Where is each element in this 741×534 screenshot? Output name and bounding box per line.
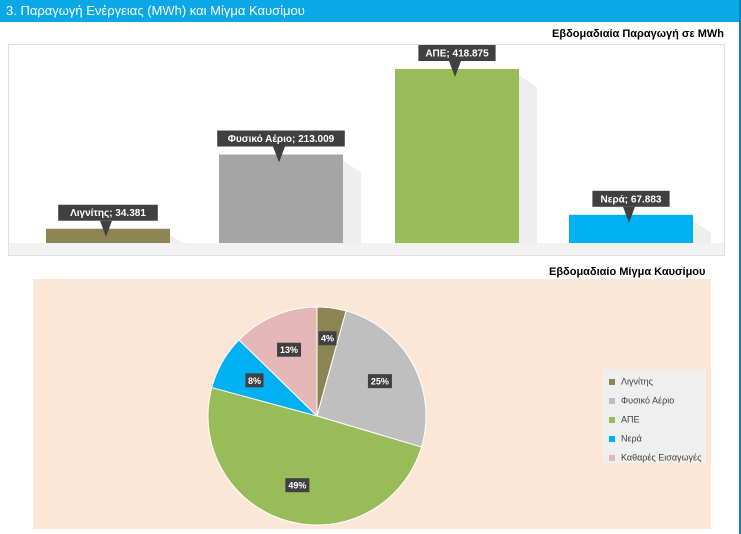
- bar-data-label: Φυσικό Αέριο; 213.009: [228, 134, 335, 145]
- bar-label-pointer: [623, 206, 635, 223]
- bar-data-label: Νερά; 67.883: [601, 194, 662, 205]
- bar-label-box: [418, 45, 496, 61]
- bar: [46, 228, 170, 243]
- legend-item: Λιγνίτης: [609, 376, 653, 390]
- pie-chart-title: Εβδομαδιαίο Μίγμα Καυσίμου: [549, 266, 706, 278]
- pie-label-box: [367, 374, 392, 389]
- pie-data-label: 25%: [371, 377, 389, 387]
- bar-shadow: [519, 75, 537, 243]
- pie-chart: 4% 25% 49% 8% 13%: [207, 306, 427, 526]
- bar: [569, 214, 693, 243]
- legend-item: Νερά: [609, 433, 642, 447]
- section-title: 3. Παραγωγή Ενέργειας (MWh) και Μίγμα Κα…: [6, 3, 305, 18]
- bar-data-label: ΑΠΕ; 418.875: [425, 49, 489, 60]
- bar: [219, 154, 343, 243]
- pie-slice: [238, 306, 318, 418]
- pie-label-box: [285, 478, 310, 493]
- page-right-border: [739, 22, 741, 534]
- bar-shadow: [343, 160, 361, 243]
- legend-label: Λιγνίτης: [621, 376, 653, 387]
- legend-item: ΑΠΕ: [609, 414, 640, 428]
- pie-chart-panel: 4% 25% 49% 8% 13% Λιγνίτης Φυσικό Αέριο ΑΠΕ Νερ…: [33, 279, 711, 529]
- legend-label: Φυσικό Αέριο: [621, 395, 675, 406]
- pie-label-box: [318, 331, 337, 346]
- pie-label-box: [245, 373, 264, 388]
- legend-item: Καθαρές Εισαγωγές: [609, 452, 701, 466]
- bar-chart-title: Εβδομαδιαία Παραγωγή σε MWh: [552, 28, 724, 40]
- legend-label: ΑΠΕ: [621, 414, 640, 425]
- bar-data-label: Λιγνίτης; 34.381: [70, 208, 146, 219]
- bar-chart-panel: Λιγνίτης; 34.381 Φυσικό Αέριο; 213.009 ΑΠΕ…: [8, 44, 725, 256]
- legend-swatch: [609, 435, 615, 442]
- bar-label-pointer: [273, 146, 285, 163]
- pie-data-label: 4%: [321, 334, 334, 344]
- bar-label-box: [592, 190, 670, 207]
- bar-shadow: [170, 234, 188, 247]
- bar-label-box: [217, 130, 345, 147]
- bar-label-pointer: [449, 61, 461, 77]
- pie-data-label: 8%: [248, 376, 261, 386]
- pie-legend: Λιγνίτης Φυσικό Αέριο ΑΠΕ Νερά Καθαρές Εισαγ…: [603, 369, 706, 463]
- pie-data-label: 49%: [288, 481, 306, 491]
- legend-swatch: [609, 397, 615, 404]
- pie-data-label: 13%: [280, 345, 298, 355]
- bar-label-pointer: [100, 220, 112, 237]
- legend-swatch: [609, 378, 615, 385]
- legend-swatch: [609, 416, 615, 423]
- pie-slice: [207, 386, 423, 526]
- legend-swatch: [609, 454, 615, 461]
- pie-label-box: [277, 342, 302, 357]
- bar-chart: Λιγνίτης; 34.381 Φυσικό Αέριο; 213.009 ΑΠΕ…: [9, 45, 724, 255]
- section-header: 3. Παραγωγή Ενέργειας (MWh) και Μίγμα Κα…: [0, 0, 741, 22]
- bar: [395, 69, 519, 243]
- bar-floor: [9, 243, 724, 255]
- bar-label-box: [58, 204, 158, 221]
- legend-label: Καθαρές Εισαγωγές: [621, 452, 702, 463]
- legend-item: Φυσικό Αέριο: [609, 395, 674, 409]
- bar-shadow: [693, 220, 711, 243]
- legend-label: Νερά: [621, 433, 642, 444]
